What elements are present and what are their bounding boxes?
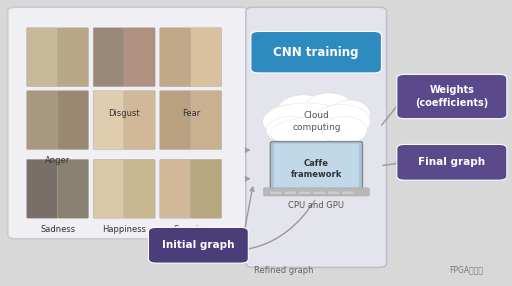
FancyBboxPatch shape [264, 188, 369, 196]
FancyBboxPatch shape [124, 91, 155, 150]
FancyBboxPatch shape [148, 227, 248, 263]
Text: Fear: Fear [182, 109, 200, 118]
FancyBboxPatch shape [27, 28, 58, 87]
FancyBboxPatch shape [160, 91, 191, 150]
Text: Happiness: Happiness [102, 225, 146, 233]
FancyBboxPatch shape [124, 28, 155, 87]
FancyBboxPatch shape [93, 91, 124, 150]
FancyBboxPatch shape [313, 191, 325, 194]
Ellipse shape [270, 117, 362, 149]
Text: Cloud
computing: Cloud computing [292, 111, 340, 132]
FancyBboxPatch shape [251, 31, 381, 73]
FancyBboxPatch shape [284, 191, 296, 194]
FancyBboxPatch shape [27, 91, 58, 150]
Text: CNN training: CNN training [273, 46, 359, 59]
FancyBboxPatch shape [93, 28, 124, 87]
Text: Caffe
framework: Caffe framework [291, 159, 342, 179]
FancyBboxPatch shape [298, 191, 311, 194]
FancyBboxPatch shape [190, 28, 222, 87]
Text: CPU and GPU: CPU and GPU [288, 201, 345, 210]
Ellipse shape [329, 100, 370, 129]
FancyBboxPatch shape [57, 91, 89, 150]
Ellipse shape [314, 104, 370, 139]
FancyBboxPatch shape [8, 7, 248, 239]
FancyBboxPatch shape [57, 28, 89, 87]
FancyBboxPatch shape [342, 191, 354, 194]
FancyBboxPatch shape [246, 7, 387, 267]
FancyBboxPatch shape [270, 191, 282, 194]
FancyBboxPatch shape [124, 159, 155, 218]
Text: Surprise: Surprise [174, 225, 208, 233]
FancyArrowPatch shape [204, 200, 315, 251]
Ellipse shape [277, 95, 330, 128]
Text: FPGA开发圈: FPGA开发圈 [449, 266, 483, 275]
Text: Sadness: Sadness [40, 225, 75, 233]
Text: Refined graph: Refined graph [254, 266, 314, 275]
Ellipse shape [266, 105, 305, 132]
FancyBboxPatch shape [397, 144, 507, 180]
FancyBboxPatch shape [190, 91, 222, 150]
FancyBboxPatch shape [274, 144, 359, 190]
FancyBboxPatch shape [190, 159, 222, 218]
Ellipse shape [266, 116, 315, 144]
FancyBboxPatch shape [160, 28, 191, 87]
FancyBboxPatch shape [57, 159, 89, 218]
Text: Initial graph: Initial graph [162, 240, 234, 250]
FancyBboxPatch shape [397, 74, 507, 119]
FancyBboxPatch shape [270, 142, 362, 192]
Ellipse shape [322, 116, 367, 144]
FancyBboxPatch shape [327, 191, 339, 194]
Text: Disgust: Disgust [109, 109, 140, 118]
FancyBboxPatch shape [93, 159, 124, 218]
Ellipse shape [305, 93, 354, 124]
Text: Final graph: Final graph [418, 157, 485, 167]
Text: Anger: Anger [45, 156, 71, 165]
Text: Weights
(coefficients): Weights (coefficients) [415, 85, 488, 108]
FancyBboxPatch shape [27, 159, 58, 218]
FancyBboxPatch shape [160, 159, 191, 218]
Ellipse shape [263, 103, 350, 140]
